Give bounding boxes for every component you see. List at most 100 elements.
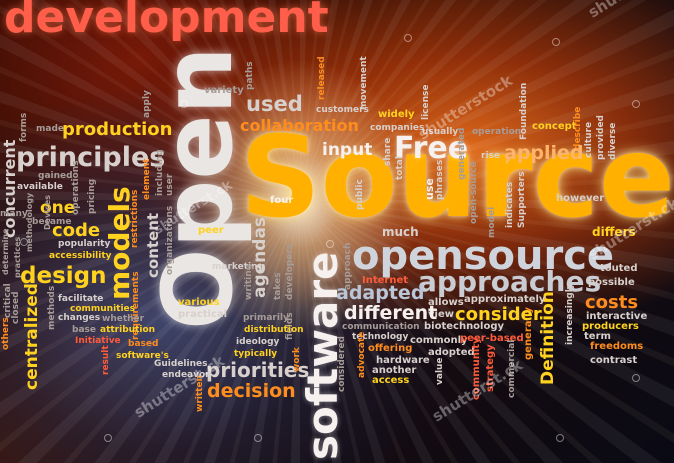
word-initiative: Initiative (75, 336, 121, 346)
word-differs: differs (592, 225, 636, 239)
word-technology: technology (352, 332, 409, 342)
word-provided: provided (596, 114, 606, 160)
word-value: value (435, 357, 445, 385)
word-devices: Devices (43, 195, 52, 230)
watermark-dot (404, 34, 412, 42)
word-pricing: pricing (87, 178, 97, 214)
word-different: different (344, 302, 438, 324)
word-priorities: priorities (206, 358, 310, 382)
watermark-dot (556, 434, 564, 442)
word-result: result (101, 345, 111, 375)
word-approaches: approaches (418, 265, 602, 298)
word-freedoms: freedoms (590, 341, 644, 352)
word-writing: writing (244, 263, 254, 300)
watermark-dot (180, 100, 188, 108)
word-use: use (423, 178, 436, 200)
word-phrases: phrases (435, 159, 445, 200)
word-softwares: software's (116, 351, 169, 361)
word-centralized: centralized (22, 283, 42, 390)
word-culture: culture (584, 121, 594, 158)
word-costs: costs (585, 292, 639, 313)
word-movement: movement (359, 56, 369, 110)
word-communication: communication (342, 322, 420, 332)
word-producers: producers (582, 321, 639, 332)
word-facilitate: facilitate (58, 294, 104, 304)
word-others: others (1, 317, 11, 350)
word-opensource: opensource (352, 233, 615, 279)
word-whether: whether (102, 314, 145, 324)
word-adopted: adopted (428, 347, 475, 358)
word-touted: touted (600, 263, 638, 274)
word-paths: paths (245, 61, 255, 90)
word-collaboration: collaboration (240, 116, 359, 135)
word-practical: practical (178, 309, 228, 320)
word-used: used (246, 92, 303, 116)
word-much: much (382, 225, 419, 239)
word-principles: principles (16, 142, 166, 173)
word-four: four (270, 195, 294, 206)
word-rise: rise (481, 151, 500, 161)
word-approximately: approximately (464, 294, 546, 305)
word-variety: variety (204, 85, 244, 96)
word-definition: Definition (538, 291, 558, 385)
word-developers: developers (285, 243, 295, 300)
word-made: made (36, 124, 64, 134)
word-various-yellow: various (178, 297, 220, 308)
word-typically: typically (234, 349, 278, 359)
word-element: element (142, 158, 152, 200)
word-base: base (72, 325, 96, 335)
word-forms: forms (19, 112, 29, 142)
word-apply: apply (142, 90, 152, 118)
word-marketing: marketing (212, 262, 264, 272)
watermark-dot (104, 434, 112, 442)
word-operations: operations (71, 160, 81, 215)
word-term: term (584, 331, 611, 342)
word-indicates: indicates (505, 181, 515, 228)
word-consider: consider (455, 304, 542, 325)
word-work: work (292, 347, 302, 372)
word-allows: allows (428, 297, 464, 308)
word-changes: changes (58, 313, 101, 323)
word-primarily: primarily (243, 313, 289, 323)
word-determine: determine (1, 228, 10, 275)
word-hardware: hardware (376, 355, 430, 366)
word-increasingly: increasingly (565, 283, 575, 345)
word-share: share (383, 137, 393, 166)
watermark-dot (20, 238, 28, 246)
word-based: based (128, 339, 159, 349)
word-communities: communities (70, 304, 136, 314)
word-ideology: ideology (236, 337, 280, 347)
word-adapted: adapted (336, 282, 425, 304)
watermark-dot (326, 240, 334, 248)
word-development: development (4, 0, 329, 43)
word-peer: peer (198, 225, 224, 236)
word-became: became (32, 217, 72, 227)
word-endeavor: endeavor (162, 370, 210, 380)
word-peer-based: peer-based (460, 333, 524, 344)
word-distribution: distribution (244, 325, 304, 335)
word-another: another (372, 365, 417, 376)
word-interactive: interactive (586, 311, 648, 322)
word-closed: closed (11, 291, 21, 324)
word-source: Source (240, 113, 674, 243)
word-popularity: popularity (58, 239, 111, 249)
word-guidelines: Guidelines (154, 359, 208, 369)
word-widely: widely (378, 109, 415, 120)
word-code: code (52, 220, 101, 241)
word-user: user (165, 173, 175, 196)
word-view: view (428, 309, 454, 320)
word-operation: operation (472, 127, 522, 137)
watermark-dot (632, 100, 640, 108)
word-total: total (395, 156, 405, 180)
word-companies: companies (370, 123, 425, 133)
word-diverse: diverse (608, 122, 618, 160)
watermark-dot (254, 434, 262, 442)
word-free: Free (394, 131, 469, 166)
word-access: access (372, 375, 410, 386)
word-supporters: Supporters (517, 171, 527, 228)
word-commonly: commonly (410, 335, 468, 346)
word-contrast: contrast (590, 355, 638, 366)
word-concurrent: concurrent (0, 139, 19, 238)
